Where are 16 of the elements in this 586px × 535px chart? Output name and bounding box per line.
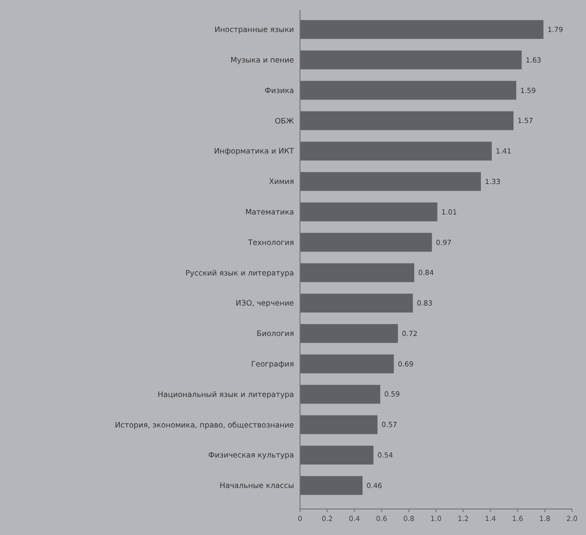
bar xyxy=(300,384,380,404)
bar xyxy=(300,415,378,434)
bar xyxy=(300,50,522,70)
bar xyxy=(300,111,514,130)
bar xyxy=(300,354,394,374)
bar xyxy=(300,294,413,313)
bar xyxy=(300,446,374,465)
bar xyxy=(300,80,516,100)
bar xyxy=(300,20,544,39)
bar xyxy=(300,324,398,343)
bar xyxy=(300,263,414,282)
bar xyxy=(300,172,481,191)
bar xyxy=(300,476,363,495)
bar xyxy=(300,142,492,161)
bar xyxy=(300,232,432,252)
bar xyxy=(300,202,438,222)
